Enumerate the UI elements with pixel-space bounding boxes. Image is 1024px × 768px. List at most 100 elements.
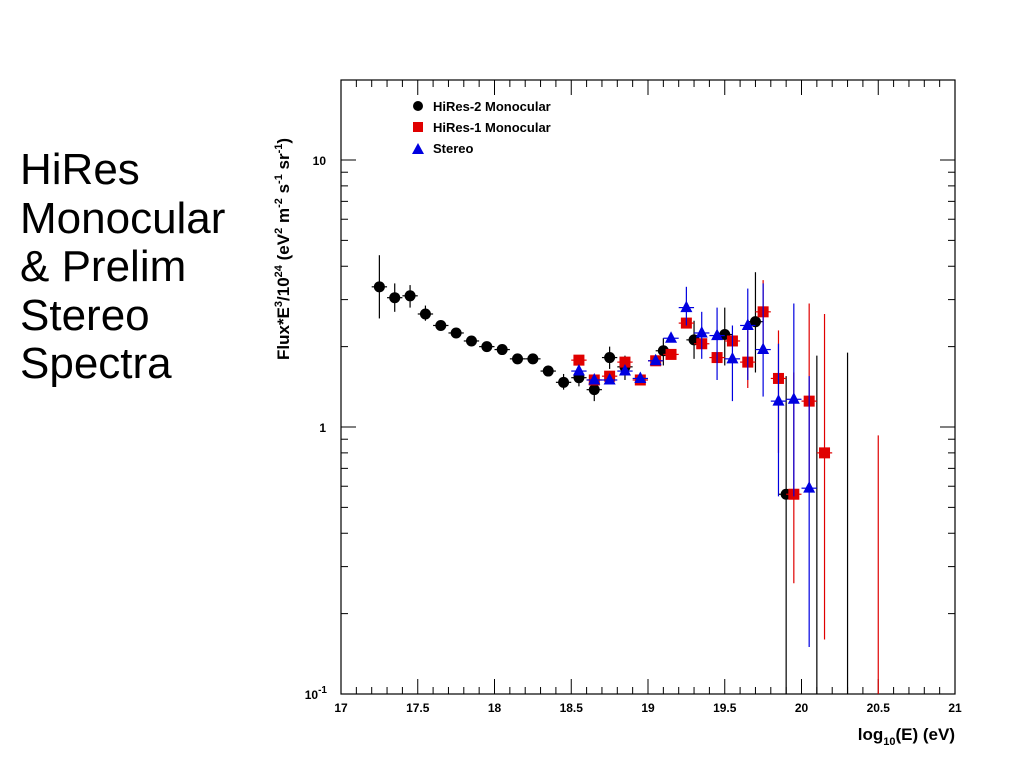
data-point bbox=[525, 353, 541, 365]
legend-marker-triangle bbox=[412, 143, 424, 154]
point-marker-circle bbox=[512, 353, 524, 365]
x-tick-labels: 17 17.5 18 18.5 19 19.5 20 20.5 21 bbox=[334, 701, 962, 715]
data-point bbox=[801, 376, 817, 647]
point-marker-circle bbox=[604, 352, 616, 364]
plot-frame bbox=[340, 79, 956, 695]
point-marker-triangle bbox=[634, 371, 647, 383]
point-marker-circle bbox=[481, 341, 493, 353]
axis-ticks bbox=[340, 80, 956, 695]
data-point bbox=[509, 353, 526, 365]
point-marker-square bbox=[665, 348, 677, 360]
point-marker-circle bbox=[419, 308, 431, 320]
legend-label: Stereo bbox=[433, 141, 474, 156]
x-tick-label: 19 bbox=[641, 701, 655, 715]
point-marker-triangle bbox=[588, 372, 601, 385]
data-point bbox=[709, 307, 725, 380]
data-point bbox=[632, 371, 648, 383]
x-tick-label: 18.5 bbox=[560, 701, 584, 715]
data-point bbox=[371, 255, 388, 319]
data-point bbox=[747, 272, 764, 373]
data-point bbox=[678, 286, 695, 326]
data-point bbox=[740, 288, 756, 380]
point-marker-triangle bbox=[726, 351, 739, 364]
x-tick-label: 20 bbox=[795, 701, 809, 715]
y-axis-title: Flux*E3/1024 (eV2 m-2 s-1 sr-1) bbox=[273, 138, 293, 360]
point-marker-circle bbox=[389, 292, 401, 304]
point-marker-circle bbox=[749, 316, 761, 328]
data-point bbox=[494, 344, 510, 356]
x-tick-label: 17 bbox=[334, 701, 348, 715]
data-point bbox=[601, 372, 618, 385]
point-marker-circle bbox=[496, 344, 508, 356]
data-point bbox=[387, 283, 403, 312]
data-point bbox=[417, 305, 434, 321]
point-marker-square bbox=[619, 356, 631, 368]
slide-title: HiRes Monocular & Prelim Stereo Spectra bbox=[20, 145, 270, 389]
slide-title-line: Stereo bbox=[20, 290, 150, 340]
x-axis-title: log10(E) (eV) bbox=[858, 725, 955, 748]
point-marker-square bbox=[573, 354, 585, 366]
point-marker-triangle bbox=[572, 364, 585, 376]
data-point bbox=[663, 348, 679, 360]
data-point bbox=[463, 335, 480, 347]
y-tick-labels: 10 1 10-1 bbox=[305, 154, 328, 702]
data-point bbox=[402, 285, 418, 308]
point-marker-circle bbox=[527, 353, 539, 365]
x-tick-label: 21 bbox=[948, 701, 962, 715]
legend-label: HiRes-2 Monocular bbox=[433, 99, 551, 114]
y-tick-label: 10 bbox=[313, 154, 327, 168]
data-point bbox=[770, 343, 787, 497]
data-point bbox=[617, 364, 633, 376]
data-point bbox=[586, 372, 602, 385]
slide-title-line: Monocular bbox=[20, 193, 226, 243]
point-marker-triangle bbox=[741, 318, 754, 330]
point-marker-circle bbox=[404, 290, 416, 302]
x-tick-label: 20.5 bbox=[867, 701, 891, 715]
point-marker-triangle bbox=[680, 300, 693, 313]
point-marker-triangle bbox=[649, 353, 662, 366]
data-point bbox=[433, 319, 449, 331]
point-marker-triangle bbox=[787, 392, 800, 404]
point-marker-square bbox=[819, 447, 831, 459]
point-marker-triangle bbox=[665, 331, 678, 343]
x-tick-label: 18 bbox=[488, 701, 502, 715]
data-point bbox=[786, 303, 802, 497]
x-tick-label: 19.5 bbox=[713, 701, 737, 715]
point-marker-circle bbox=[558, 376, 570, 388]
legend-marker-circle bbox=[413, 101, 423, 111]
data-point bbox=[448, 327, 464, 339]
legend-label: HiRes-1 Monocular bbox=[433, 120, 551, 135]
legend-marker-square bbox=[413, 122, 423, 132]
point-marker-circle bbox=[588, 384, 600, 396]
data-series bbox=[371, 255, 879, 694]
data-point bbox=[694, 311, 710, 359]
series-triangle bbox=[571, 283, 817, 647]
slide-title-line: HiRes bbox=[20, 145, 140, 194]
data-point bbox=[601, 346, 618, 369]
data-point bbox=[816, 313, 833, 640]
point-marker-triangle bbox=[772, 394, 785, 406]
data-point bbox=[479, 341, 495, 353]
data-point bbox=[555, 373, 572, 390]
series-circle bbox=[371, 255, 849, 694]
data-point bbox=[778, 376, 794, 694]
data-point bbox=[648, 353, 664, 366]
point-marker-circle bbox=[465, 335, 477, 347]
data-point bbox=[617, 356, 633, 368]
point-marker-triangle bbox=[695, 325, 708, 338]
slide-title-line: Spectra bbox=[20, 339, 172, 388]
point-marker-circle bbox=[542, 365, 554, 377]
point-marker-circle bbox=[373, 281, 385, 293]
point-marker-circle bbox=[450, 327, 462, 339]
data-point bbox=[755, 283, 771, 397]
data-point bbox=[663, 331, 679, 343]
data-point bbox=[571, 364, 587, 376]
x-tick-label: 17.5 bbox=[406, 701, 430, 715]
point-marker-triangle bbox=[618, 364, 631, 376]
legend: HiRes-2 Monocular HiRes-1 Monocular Ster… bbox=[412, 99, 551, 156]
point-marker-triangle bbox=[757, 342, 770, 355]
y-tick-label: 10-1 bbox=[305, 685, 328, 702]
data-point bbox=[571, 354, 587, 366]
slide-title-line: & Prelim bbox=[20, 242, 187, 291]
